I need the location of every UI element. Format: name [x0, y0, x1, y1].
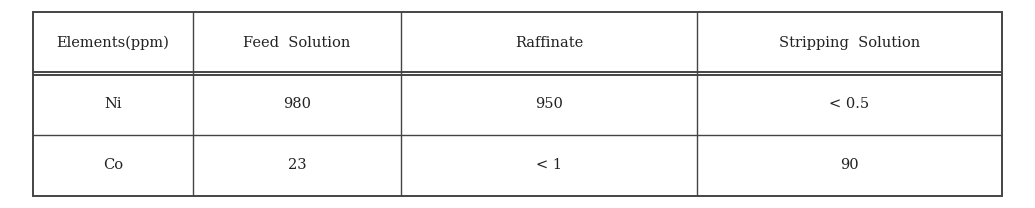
Text: Elements(ppm): Elements(ppm): [57, 36, 170, 50]
Text: 23: 23: [288, 158, 306, 172]
Text: 950: 950: [535, 97, 563, 111]
Text: Co: Co: [102, 158, 123, 172]
Text: 90: 90: [840, 158, 859, 172]
Bar: [33, 12, 1002, 196]
Text: 980: 980: [284, 97, 312, 111]
Text: Ni: Ni: [105, 97, 122, 111]
Text: < 1: < 1: [536, 158, 562, 172]
Text: Stripping  Solution: Stripping Solution: [778, 36, 920, 50]
Text: Raffinate: Raffinate: [514, 36, 583, 50]
Text: Feed  Solution: Feed Solution: [243, 36, 351, 50]
Text: < 0.5: < 0.5: [829, 97, 869, 111]
